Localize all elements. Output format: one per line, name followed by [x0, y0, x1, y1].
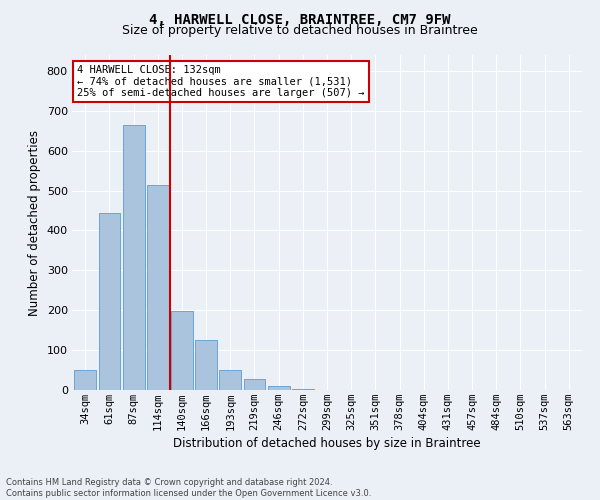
Text: 4, HARWELL CLOSE, BRAINTREE, CM7 9FW: 4, HARWELL CLOSE, BRAINTREE, CM7 9FW — [149, 12, 451, 26]
Bar — [171, 312, 193, 390]
Bar — [244, 379, 265, 390]
X-axis label: Distribution of detached houses by size in Braintree: Distribution of detached houses by size … — [173, 437, 481, 450]
Bar — [220, 370, 241, 390]
Bar — [98, 212, 121, 390]
Bar — [292, 389, 314, 390]
Bar — [147, 184, 169, 390]
Bar — [74, 370, 96, 390]
Text: Size of property relative to detached houses in Braintree: Size of property relative to detached ho… — [122, 24, 478, 37]
Y-axis label: Number of detached properties: Number of detached properties — [28, 130, 41, 316]
Bar — [195, 340, 217, 390]
Bar — [268, 386, 290, 390]
Text: 4 HARWELL CLOSE: 132sqm
← 74% of detached houses are smaller (1,531)
25% of semi: 4 HARWELL CLOSE: 132sqm ← 74% of detache… — [77, 65, 365, 98]
Bar — [123, 125, 145, 390]
Text: Contains HM Land Registry data © Crown copyright and database right 2024.
Contai: Contains HM Land Registry data © Crown c… — [6, 478, 371, 498]
